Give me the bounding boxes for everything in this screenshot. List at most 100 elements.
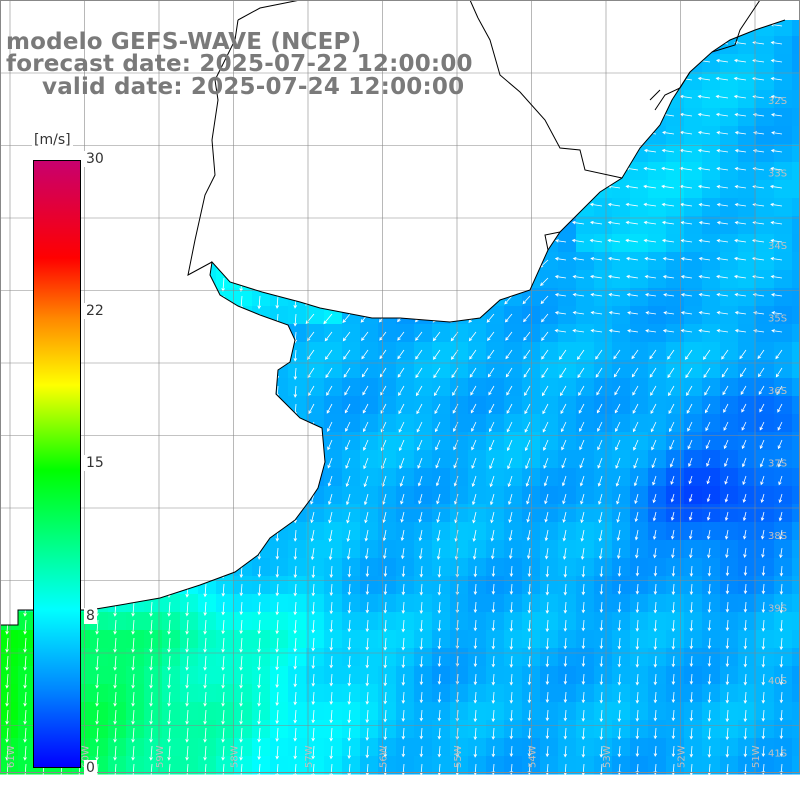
wind-vector xyxy=(447,133,459,140)
wind-vector xyxy=(383,583,388,596)
wind-vector xyxy=(359,259,369,269)
wind-speed-cell xyxy=(594,504,613,523)
wind-vector xyxy=(239,619,243,635)
wind-vector xyxy=(752,22,765,27)
wind-speed-cell xyxy=(738,558,757,577)
wind-vector xyxy=(23,493,27,508)
wind-vector xyxy=(521,259,531,269)
wind-speed-cell xyxy=(558,432,577,451)
wind-vector xyxy=(23,655,27,671)
wind-speed-cell xyxy=(432,576,451,595)
wind-speed-cell xyxy=(252,108,271,127)
wind-speed-cell xyxy=(414,720,433,739)
wind-vector xyxy=(185,637,189,653)
wind-vector xyxy=(607,130,621,135)
wind-vector xyxy=(257,259,261,274)
wind-speed-cell xyxy=(306,270,325,289)
wind-vector xyxy=(185,745,189,761)
wind-vector xyxy=(342,313,351,323)
wind-speed-cell xyxy=(342,414,361,433)
wind-speed-cell xyxy=(504,198,523,217)
wind-speed-cell xyxy=(774,216,793,235)
wind-speed-cell xyxy=(738,486,757,505)
wind-speed-cell xyxy=(792,594,800,613)
wind-speed-cell xyxy=(792,324,800,343)
wind-vector xyxy=(376,241,387,250)
wind-vector xyxy=(680,22,693,27)
wind-speed-cell xyxy=(486,720,505,739)
wind-speed-cell xyxy=(18,684,37,703)
wind-speed-cell xyxy=(738,378,757,397)
wind-speed-cell xyxy=(0,306,19,325)
wind-speed-cell xyxy=(738,522,757,541)
wind-vector xyxy=(662,329,675,333)
wind-vector xyxy=(502,151,513,158)
wind-speed-cell xyxy=(0,720,19,739)
wind-vector xyxy=(362,385,369,396)
wind-speed-cell xyxy=(540,558,559,577)
wind-speed-cell xyxy=(216,594,235,613)
wind-vector xyxy=(563,655,568,668)
wind-speed-cell xyxy=(756,216,775,235)
wind-vector xyxy=(509,619,514,632)
wind-speed-cell xyxy=(774,414,793,433)
wind-speed-cell xyxy=(198,432,217,451)
wind-speed-cell xyxy=(396,0,415,19)
longitude-label: 53W xyxy=(602,745,613,768)
wind-vector xyxy=(131,349,136,362)
wind-speed-cell xyxy=(576,486,595,505)
wind-vector xyxy=(437,655,442,668)
wind-speed-cell xyxy=(126,144,145,163)
wind-speed-cell xyxy=(360,540,379,559)
wind-vector xyxy=(395,277,405,287)
wind-vector xyxy=(185,277,189,292)
wind-speed-cell xyxy=(720,306,739,325)
wind-vector xyxy=(131,277,135,292)
wind-speed-cell xyxy=(738,198,757,217)
wind-speed-cell xyxy=(738,216,757,235)
longitude-label: 51W xyxy=(751,745,762,768)
wind-speed-cell xyxy=(0,216,19,235)
wind-vector xyxy=(23,133,28,147)
wind-speed-cell xyxy=(396,324,415,343)
wind-vector xyxy=(580,529,585,542)
wind-speed-cell xyxy=(0,756,19,775)
wind-speed-cell xyxy=(666,20,685,37)
wind-speed-cell xyxy=(90,684,109,703)
wind-vector xyxy=(411,8,422,11)
wind-vector xyxy=(401,709,406,722)
wind-speed-cell xyxy=(126,540,145,559)
wind-vector xyxy=(537,8,548,11)
wind-vector xyxy=(561,439,567,451)
wind-speed-cell xyxy=(396,20,415,37)
wind-speed-cell xyxy=(576,234,595,253)
wind-speed-cell xyxy=(450,270,469,289)
wind-speed-cell xyxy=(720,396,739,415)
wind-speed-cell xyxy=(774,756,793,775)
wind-speed-cell xyxy=(756,684,775,703)
wind-speed-cell xyxy=(540,324,559,343)
wind-vector xyxy=(431,241,441,250)
wind-speed-cell xyxy=(720,198,739,217)
wind-vector xyxy=(113,745,117,761)
wind-vector xyxy=(342,295,351,305)
wind-speed-cell xyxy=(126,432,145,451)
wind-vector xyxy=(563,619,568,632)
wind-speed-cell xyxy=(396,540,415,559)
wind-speed-cell xyxy=(126,396,145,415)
wind-vector xyxy=(545,727,550,740)
wind-speed-cell xyxy=(792,684,800,703)
wind-speed-cell xyxy=(666,54,685,73)
wind-vector xyxy=(436,529,441,542)
wind-vector xyxy=(429,187,441,195)
wind-speed-cell xyxy=(576,612,595,631)
wind-vector xyxy=(5,421,10,434)
wind-speed-cell xyxy=(162,324,181,343)
wind-speed-cell xyxy=(594,72,613,91)
wind-vector xyxy=(705,421,711,432)
wind-speed-cell xyxy=(90,630,109,649)
wind-vector xyxy=(149,241,153,256)
wind-vector xyxy=(413,223,423,232)
wind-speed-cell xyxy=(756,90,775,109)
wind-vector xyxy=(437,583,442,596)
